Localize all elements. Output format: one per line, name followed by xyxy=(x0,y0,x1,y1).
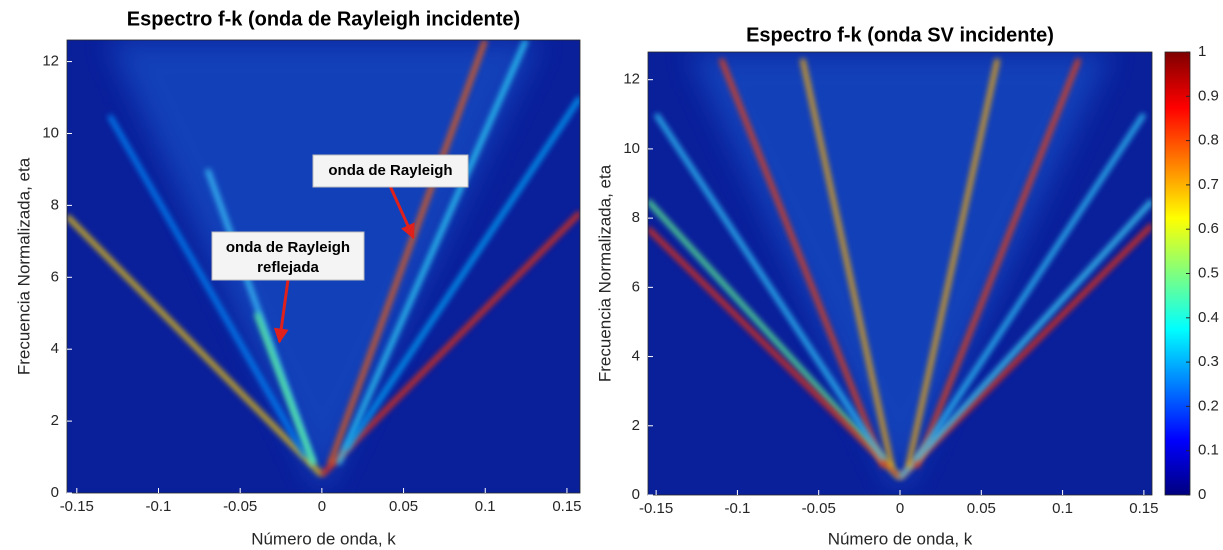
x-tick-label: 0.05 xyxy=(389,498,418,515)
x-tick-label: 0.15 xyxy=(1129,500,1158,517)
ridge xyxy=(67,214,324,477)
x-tick-label: 0.1 xyxy=(1052,500,1073,517)
plot-content xyxy=(648,52,1152,495)
plot-frame xyxy=(66,39,581,494)
ridge xyxy=(648,226,902,480)
x-tick-label: 0.05 xyxy=(967,500,996,517)
y-tick-label: 4 xyxy=(51,340,59,357)
x-tick-label: -0.05 xyxy=(802,500,836,517)
colorbar xyxy=(1164,51,1191,496)
y-axis-label: Frecuencia Normalizada, eta xyxy=(595,164,614,382)
ridge xyxy=(107,114,308,459)
annotation-text: onda de Rayleigh xyxy=(226,239,350,256)
ridge xyxy=(718,57,887,469)
colorbar-tick-label: 0.8 xyxy=(1198,132,1219,149)
colorbar-tick-label: 0.1 xyxy=(1198,442,1219,459)
y-tick-label: 2 xyxy=(632,417,640,434)
annotation-box xyxy=(312,154,469,188)
ridge xyxy=(898,199,1152,480)
y-tick-label: 8 xyxy=(51,196,59,213)
y-tick-label: 2 xyxy=(51,412,59,429)
x-tick-label: -0.05 xyxy=(223,498,257,515)
ridge xyxy=(335,40,529,466)
y-tick-label: 0 xyxy=(632,486,640,503)
x-tick-label: 0.1 xyxy=(475,498,496,515)
annotation-text: onda de Rayleigh xyxy=(328,162,452,179)
x-axis-label: Número de onda, k xyxy=(251,529,396,548)
x-tick-label: 0 xyxy=(318,498,326,515)
ridge xyxy=(913,57,1082,469)
y-tick-label: 4 xyxy=(632,348,640,365)
ridge xyxy=(254,312,317,466)
ridge xyxy=(800,58,895,468)
y-axis-label: Frecuencia Normalizada, eta xyxy=(14,157,33,375)
colorbar-tick-label: 0.3 xyxy=(1198,353,1219,370)
y-tick-label: 12 xyxy=(42,53,59,70)
ridge xyxy=(344,96,580,452)
y-tick-label: 0 xyxy=(51,484,59,501)
colorbar-tick-label: 0.7 xyxy=(1198,176,1219,193)
ridge xyxy=(320,210,580,477)
y-tick-label: 10 xyxy=(42,124,59,141)
annotation-box xyxy=(211,231,365,281)
y-tick-label: 10 xyxy=(623,140,640,157)
x-tick-label: -0.15 xyxy=(639,500,673,517)
colorbar-tick-label: 0.5 xyxy=(1198,264,1219,281)
annotation-text: reflejada xyxy=(257,259,319,276)
x-tick-label: 0.15 xyxy=(552,498,581,515)
colorbar-tick-label: 0 xyxy=(1198,486,1206,503)
x-tick-label: -0.1 xyxy=(146,498,172,515)
annotation-arrow xyxy=(389,186,415,240)
colorbar-tick-label: 0.2 xyxy=(1198,397,1219,414)
y-tick-label: 12 xyxy=(623,71,640,88)
x-tick-label: -0.15 xyxy=(60,498,94,515)
chart-title: Espectro f-k (onda SV incidente) xyxy=(746,24,1054,46)
ridge xyxy=(654,112,886,462)
y-tick-label: 6 xyxy=(632,278,640,295)
ridge xyxy=(898,223,1152,480)
ridge xyxy=(905,58,1000,468)
chart-title: Espectro f-k (onda de Rayleigh incidente… xyxy=(127,8,520,30)
colorbar-tick-label: 0.6 xyxy=(1198,220,1219,237)
y-tick-label: 6 xyxy=(51,268,59,285)
y-tick-label: 8 xyxy=(632,209,640,226)
annotation-arrow xyxy=(273,279,290,344)
x-axis-label: Número de onda, k xyxy=(828,529,973,548)
x-tick-label: -0.1 xyxy=(724,500,750,517)
colorbar-tick-label: 0.9 xyxy=(1198,87,1219,104)
colorbar-tick-label: 0.4 xyxy=(1198,309,1219,326)
ridge xyxy=(914,112,1146,462)
ridge xyxy=(327,40,488,466)
x-tick-label: 0 xyxy=(896,500,904,517)
cone-glow xyxy=(688,52,1112,495)
ridge xyxy=(648,199,902,480)
colorbar-tick-label: 1 xyxy=(1198,43,1206,60)
